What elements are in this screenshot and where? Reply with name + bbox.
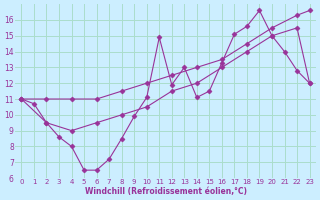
- X-axis label: Windchill (Refroidissement éolien,°C): Windchill (Refroidissement éolien,°C): [84, 187, 246, 196]
